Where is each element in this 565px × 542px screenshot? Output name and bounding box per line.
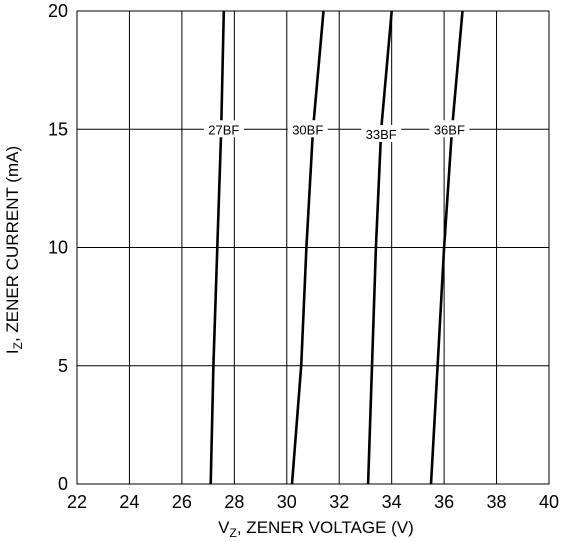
x-tick-label: 34: [382, 492, 402, 512]
chart-grid: [76, 10, 550, 485]
series-curve-30bf: [290, 10, 325, 485]
y-tick-label: 15: [48, 119, 68, 139]
series-label-bg: [429, 120, 470, 138]
y-axis-title: IZ, ZENER CURRENT (mA): [3, 146, 25, 354]
series-label-bg: [203, 120, 244, 138]
series-curve-27bf: [209, 10, 226, 485]
x-tick-label: 36: [434, 492, 454, 512]
x-axis-ticks: 22 24 26 28 30 32 34 36 38 40: [67, 492, 559, 512]
series-label-27bf: 27BF: [208, 122, 239, 137]
series-curve-33bf: [366, 10, 393, 485]
series-labels: 27BF 30BF 33BF 36BF: [203, 120, 470, 142]
x-axis-title: VZ, ZENER VOLTAGE (V): [218, 518, 414, 540]
x-tick-label: 40: [539, 492, 559, 512]
series-label-bg: [287, 120, 328, 138]
x-tick-label: 22: [67, 492, 87, 512]
plot-frame: [76, 10, 550, 485]
y-tick-label: 20: [48, 1, 68, 21]
y-axis-ticks: 0 5 10 15 20: [48, 1, 68, 494]
x-tick-label: 30: [277, 492, 297, 512]
y-tick-label: 0: [58, 474, 68, 494]
series-label-30bf: 30BF: [292, 122, 323, 137]
series-label-33bf: 33BF: [366, 127, 397, 142]
x-tick-label: 26: [172, 492, 192, 512]
series-curves: [209, 10, 464, 485]
x-tick-label: 28: [224, 492, 244, 512]
series-curve-36bf: [429, 10, 464, 485]
x-tick-label: 38: [487, 492, 507, 512]
x-tick-label: 32: [329, 492, 349, 512]
series-label-bg: [361, 124, 402, 142]
x-tick-label: 24: [119, 492, 139, 512]
series-label-36bf: 36BF: [434, 122, 465, 137]
y-tick-label: 10: [48, 238, 68, 258]
y-tick-label: 5: [58, 356, 68, 376]
